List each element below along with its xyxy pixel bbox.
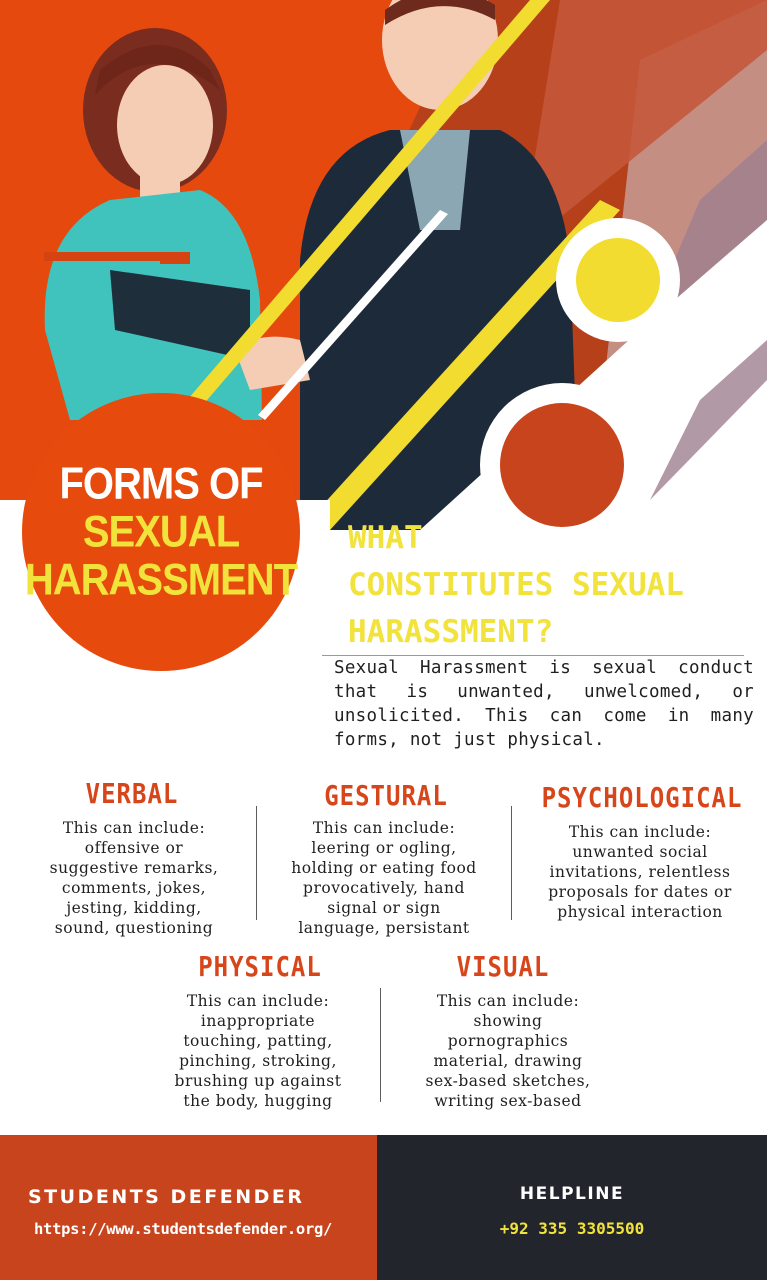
form-title-gestural: GESTURAL — [324, 779, 448, 813]
form-line: This can include: — [186, 992, 330, 1010]
form-line: offensive or — [84, 839, 184, 857]
form-line: proposals for dates or — [548, 883, 732, 901]
form-line: comments, jokes, — [61, 879, 207, 897]
form-line: material, drawing — [433, 1052, 583, 1070]
hero-illustration — [0, 0, 767, 530]
definition-heading-line-3: HARASSMENT? — [348, 614, 554, 650]
form-line: showing — [473, 1012, 543, 1030]
form-line: sex-based sketches, — [425, 1072, 591, 1090]
form-body-gestural: This can include: leering or ogling, hol… — [266, 818, 502, 938]
title-line-1: FORMS OF — [59, 459, 263, 509]
form-line: physical interaction — [557, 903, 723, 921]
woman-figure — [44, 28, 262, 420]
definition-heading: WHAT CONSTITUTES SEXUAL HARASSMENT? — [348, 515, 758, 656]
form-title-psychological: PSYCHOLOGICAL — [541, 781, 743, 815]
form-line: unwanted social — [572, 843, 708, 861]
form-line: This can include: — [568, 823, 712, 841]
form-body-verbal: This can include: offensive or suggestiv… — [22, 818, 246, 938]
form-line: holding or eating food — [291, 859, 477, 877]
form-line: touching, patting, — [183, 1032, 333, 1050]
form-line: This can include: — [312, 819, 456, 837]
form-line: the body, hugging — [183, 1092, 333, 1110]
heading-divider — [322, 655, 744, 656]
form-body-psychological: This can include: unwanted social invita… — [520, 822, 760, 922]
form-line: This can include: — [436, 992, 580, 1010]
footer-helpline-panel — [377, 1135, 767, 1280]
form-line: pinching, stroking, — [179, 1052, 337, 1070]
form-line: leering or ogling, — [311, 839, 457, 857]
divider — [511, 806, 512, 920]
form-line: This can include: — [62, 819, 206, 837]
definition-heading-line-1: WHAT — [348, 520, 423, 556]
form-line: sound, questioning — [54, 919, 214, 937]
form-line: jesting, kidding, — [66, 899, 202, 917]
form-line: provocatively, hand — [303, 879, 465, 897]
form-title-visual: VISUAL — [456, 950, 550, 984]
title-line-2: SEXUAL — [82, 507, 240, 557]
form-line: signal or sign — [327, 899, 441, 917]
form-line: invitations, relentless — [549, 863, 731, 881]
footer-brand-panel — [0, 1135, 377, 1280]
form-body-visual: This can include: showing pornographics … — [400, 991, 616, 1111]
form-line: pornographics — [447, 1032, 569, 1050]
title-circle: FORMS OF SEXUAL HARASSMENT — [22, 393, 300, 671]
brand-name: STUDENTS DEFENDER — [28, 1186, 305, 1208]
form-line: writing sex-based — [434, 1092, 582, 1110]
definition-text: Sexual Harassment is sexual conduct that… — [334, 658, 754, 750]
form-title-verbal: VERBAL — [85, 777, 179, 811]
helpline-number[interactable]: +92 335 3305500 — [499, 1219, 645, 1238]
form-title-physical: PHYSICAL — [198, 950, 322, 984]
title-line-3: HARASSMENT — [24, 555, 298, 605]
divider — [256, 806, 257, 920]
form-line: suggestive remarks, — [49, 859, 219, 877]
form-body-physical: This can include: inappropriate touching… — [148, 991, 368, 1111]
website-link[interactable]: https://www.studentsdefender.org/ — [34, 1220, 333, 1238]
form-line: brushing up against — [174, 1072, 342, 1090]
definition-heading-line-2: CONSTITUTES SEXUAL — [348, 567, 684, 603]
helpline-label: HELPLINE — [519, 1184, 625, 1204]
form-line: inappropriate — [200, 1012, 316, 1030]
form-line: language, persistant — [298, 919, 470, 937]
divider — [380, 988, 381, 1102]
